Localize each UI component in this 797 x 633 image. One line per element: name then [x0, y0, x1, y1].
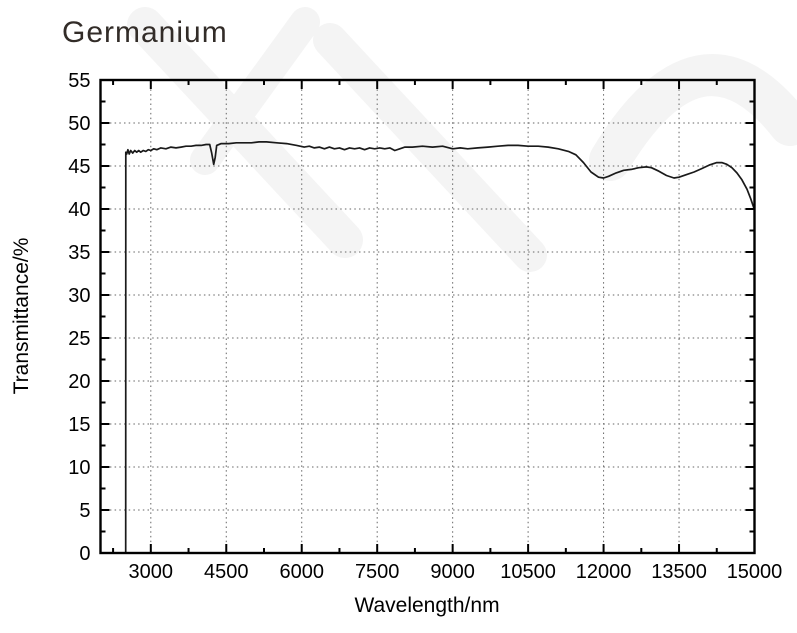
y-tick-label: 35 — [68, 242, 90, 264]
x-tick-label: 10500 — [500, 561, 556, 583]
y-tick-label: 50 — [68, 113, 90, 135]
label-layer: 3000 4500 6000 7500 9000 10500 12000 13500 15000… — [68, 70, 782, 583]
y-tick-label: 5 — [79, 500, 90, 522]
x-tick-label: 15000 — [727, 561, 783, 583]
tick-layer — [100, 79, 756, 554]
plot-border — [99, 78, 756, 555]
y-tick-label: 40 — [68, 199, 90, 221]
y-tick-label: 0 — [79, 543, 90, 565]
chart-title: Germanium — [62, 16, 228, 49]
y-tick-label: 30 — [68, 285, 90, 307]
grid-layer — [100, 80, 755, 553]
y-tick-label: 45 — [68, 156, 90, 178]
x-tick-label: 9000 — [430, 561, 475, 583]
x-tick-label: 7500 — [355, 561, 400, 583]
y-axis-title: Transmittance/% — [10, 238, 33, 395]
x-tick-label: 3000 — [129, 561, 174, 583]
transmittance-curve — [124, 141, 756, 554]
x-tick-label: 13500 — [651, 561, 707, 583]
x-tick-label: 4500 — [204, 561, 249, 583]
curve-layer — [124, 141, 756, 554]
y-tick-label: 20 — [68, 371, 90, 393]
y-tick-label: 10 — [68, 457, 90, 479]
y-tick-label: 15 — [68, 414, 90, 436]
y-tick-label: 25 — [68, 328, 90, 350]
x-tick-label: 6000 — [279, 561, 324, 583]
x-tick-label: 12000 — [576, 561, 632, 583]
plot-frame — [99, 78, 756, 555]
x-axis-title: Wavelength/nm — [354, 594, 499, 617]
y-tick-label: 55 — [68, 70, 90, 92]
